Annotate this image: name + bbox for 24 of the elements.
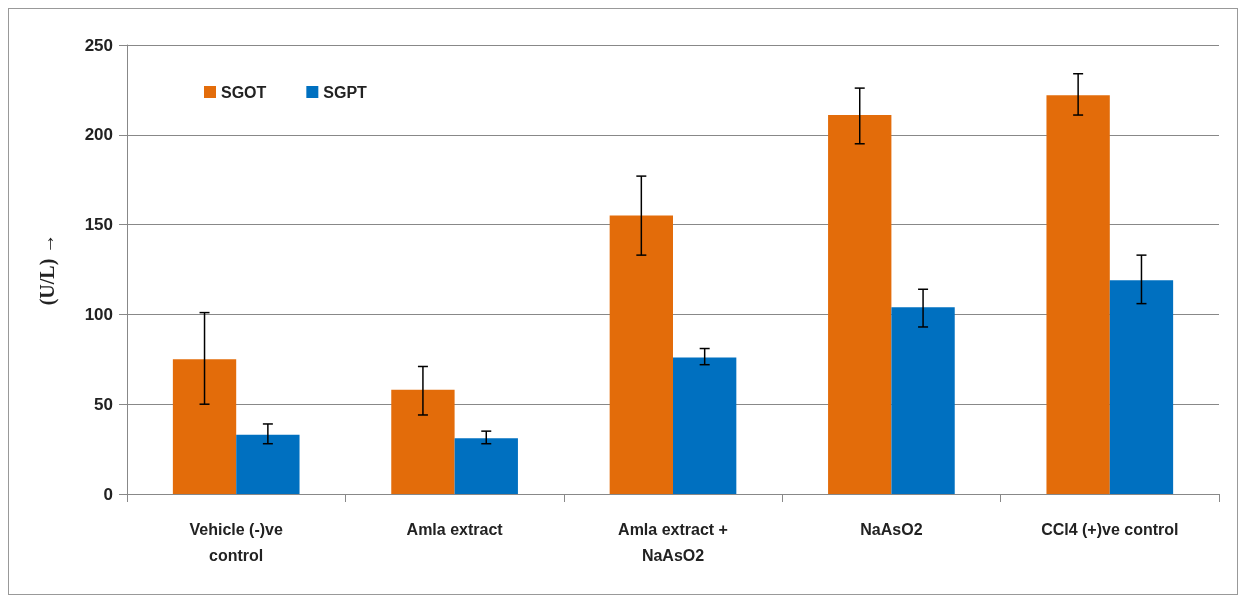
y-tick-label: 0 bbox=[103, 484, 113, 504]
y-tick-label: 50 bbox=[94, 394, 113, 414]
y-tick-label: 250 bbox=[84, 35, 113, 55]
bar bbox=[454, 438, 518, 494]
bar bbox=[1109, 280, 1174, 494]
bar bbox=[828, 115, 892, 494]
bar bbox=[609, 215, 673, 494]
y-axis-title: (U/L) → bbox=[36, 233, 59, 306]
bar bbox=[891, 307, 955, 494]
y-tick-label: 150 bbox=[84, 215, 113, 235]
bar bbox=[673, 357, 737, 494]
bar bbox=[172, 359, 237, 494]
x-tick-label: CCl4 (+)ve control bbox=[1041, 520, 1179, 538]
y-tick-label: 200 bbox=[84, 125, 113, 145]
legend-label: SGPT bbox=[323, 83, 368, 101]
x-tick-label: Amla extract + NaAsO2 bbox=[618, 520, 728, 564]
bar bbox=[1046, 95, 1110, 494]
legend-label: SGOT bbox=[221, 83, 267, 101]
x-tick-label: NaAsO2 bbox=[860, 520, 923, 538]
bar bbox=[236, 434, 300, 494]
x-tick-label: Vehicle (-)ve control bbox=[189, 520, 283, 564]
y-tick-label: 100 bbox=[84, 304, 113, 324]
x-tick-label: Amla extract bbox=[406, 520, 504, 538]
bar bbox=[391, 389, 455, 494]
